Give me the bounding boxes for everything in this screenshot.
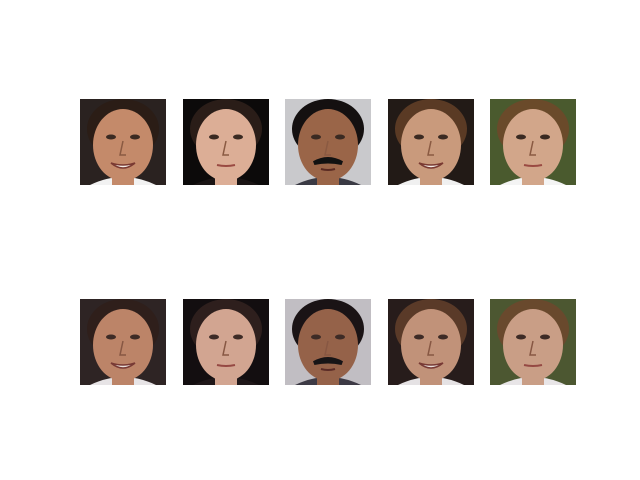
- right-eye: [130, 334, 140, 340]
- mouth: [110, 362, 136, 369]
- face: [401, 109, 461, 181]
- face: [196, 109, 256, 181]
- face: [298, 309, 358, 381]
- mouth: [216, 164, 236, 167]
- left-eye: [311, 134, 321, 140]
- mouth: [523, 164, 543, 167]
- left-eye: [311, 334, 321, 340]
- nose: [119, 140, 126, 156]
- mouth: [418, 162, 444, 169]
- face-image: [183, 299, 269, 385]
- reconstruction-tint: [388, 299, 474, 385]
- right-eye: [540, 134, 550, 140]
- face-image: [490, 299, 576, 385]
- mouth: [320, 368, 336, 371]
- left-eye: [209, 334, 219, 340]
- mustache: [313, 357, 343, 365]
- face: [503, 309, 563, 381]
- reconstruction-tint: [183, 299, 269, 385]
- face-image: [388, 99, 474, 185]
- nose: [324, 340, 331, 356]
- left-eye: [414, 134, 424, 140]
- nose: [529, 140, 536, 156]
- face: [503, 109, 563, 181]
- face-image: [80, 99, 166, 185]
- face-image: [285, 299, 371, 385]
- left-eye: [516, 334, 526, 340]
- left-eye: [106, 334, 116, 340]
- face-image: [285, 99, 371, 185]
- reconstruction-tint: [80, 299, 166, 385]
- nose: [222, 340, 229, 356]
- right-eye: [233, 134, 243, 140]
- face: [298, 109, 358, 181]
- mouth: [216, 364, 236, 367]
- mouth: [320, 168, 336, 171]
- nose: [427, 140, 434, 156]
- nose: [119, 340, 126, 356]
- right-eye: [438, 134, 448, 140]
- nose: [324, 140, 331, 156]
- face: [93, 109, 153, 181]
- right-eye: [335, 134, 345, 140]
- face: [196, 309, 256, 381]
- left-eye: [516, 134, 526, 140]
- right-eye: [233, 334, 243, 340]
- face-image: [80, 299, 166, 385]
- reconstruction-tint: [285, 299, 371, 385]
- face: [401, 309, 461, 381]
- left-eye: [414, 334, 424, 340]
- face-image: [183, 99, 269, 185]
- mouth: [418, 362, 444, 369]
- reconstruction-tint: [490, 299, 576, 385]
- nose: [529, 340, 536, 356]
- right-eye: [540, 334, 550, 340]
- nose: [222, 140, 229, 156]
- mustache: [313, 157, 343, 165]
- nose: [427, 340, 434, 356]
- face-image: [388, 299, 474, 385]
- right-eye: [335, 334, 345, 340]
- left-eye: [106, 134, 116, 140]
- left-eye: [209, 134, 219, 140]
- right-eye: [438, 334, 448, 340]
- face-image: [490, 99, 576, 185]
- right-eye: [130, 134, 140, 140]
- mouth: [110, 162, 136, 169]
- mouth: [523, 364, 543, 367]
- face: [93, 309, 153, 381]
